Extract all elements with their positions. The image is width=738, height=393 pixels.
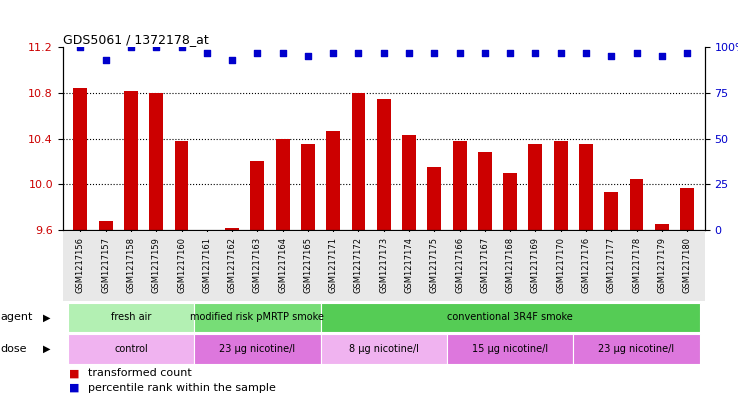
Point <box>100 57 111 63</box>
Bar <box>630 178 644 230</box>
Point <box>681 50 693 56</box>
Text: ▶: ▶ <box>43 344 50 354</box>
Point <box>75 44 86 50</box>
Point <box>429 50 441 56</box>
Text: GDS5061 / 1372178_at: GDS5061 / 1372178_at <box>63 33 208 46</box>
Text: 8 μg nicotine/l: 8 μg nicotine/l <box>349 344 418 354</box>
Text: GSM1217157: GSM1217157 <box>101 237 110 293</box>
Text: GSM1217176: GSM1217176 <box>582 237 590 294</box>
Point <box>504 50 516 56</box>
Bar <box>377 99 390 230</box>
Text: GSM1217165: GSM1217165 <box>303 237 312 293</box>
Point <box>580 50 592 56</box>
Text: 23 μg nicotine/l: 23 μg nicotine/l <box>599 344 675 354</box>
Bar <box>194 334 320 364</box>
Bar <box>149 93 163 230</box>
Text: modified risk pMRTP smoke: modified risk pMRTP smoke <box>190 312 324 322</box>
Bar <box>447 334 573 364</box>
Bar <box>604 192 618 230</box>
Text: GSM1217168: GSM1217168 <box>506 237 514 294</box>
Text: 15 μg nicotine/l: 15 μg nicotine/l <box>472 344 548 354</box>
Text: GSM1217167: GSM1217167 <box>480 237 489 294</box>
Text: GSM1217172: GSM1217172 <box>354 237 363 293</box>
Point <box>479 50 491 56</box>
Bar <box>175 141 188 230</box>
Text: ■: ■ <box>69 368 80 378</box>
Bar <box>225 228 239 230</box>
Text: agent: agent <box>1 312 33 322</box>
Point <box>277 50 289 56</box>
Text: GSM1217177: GSM1217177 <box>607 237 615 294</box>
Text: GSM1217180: GSM1217180 <box>683 237 692 293</box>
Text: GSM1217162: GSM1217162 <box>227 237 237 293</box>
Text: GSM1217163: GSM1217163 <box>253 237 262 294</box>
Bar <box>503 173 517 230</box>
Bar <box>427 167 441 230</box>
Bar <box>68 303 194 332</box>
Text: GSM1217160: GSM1217160 <box>177 237 186 293</box>
Bar <box>554 141 568 230</box>
Bar <box>124 90 138 230</box>
Point <box>378 50 390 56</box>
Text: GSM1217159: GSM1217159 <box>152 237 161 293</box>
Text: GSM1217164: GSM1217164 <box>278 237 287 293</box>
Text: transformed count: transformed count <box>89 368 192 378</box>
Text: GSM1217170: GSM1217170 <box>556 237 565 293</box>
Text: conventional 3R4F smoke: conventional 3R4F smoke <box>447 312 573 322</box>
Point <box>353 50 365 56</box>
Text: GSM1217166: GSM1217166 <box>455 237 464 294</box>
Text: fresh air: fresh air <box>111 312 151 322</box>
Text: GSM1217169: GSM1217169 <box>531 237 540 293</box>
Bar <box>301 144 315 230</box>
Text: GSM1217173: GSM1217173 <box>379 237 388 294</box>
Point <box>656 53 668 59</box>
Point <box>403 50 415 56</box>
Point <box>454 50 466 56</box>
Bar <box>573 334 700 364</box>
Point <box>631 50 643 56</box>
Text: GSM1217156: GSM1217156 <box>76 237 85 293</box>
Point <box>151 44 162 50</box>
Text: GSM1217174: GSM1217174 <box>404 237 413 293</box>
Point <box>327 50 339 56</box>
Bar <box>579 144 593 230</box>
Bar <box>68 334 194 364</box>
Point <box>530 50 542 56</box>
Point <box>201 50 213 56</box>
Point <box>302 53 314 59</box>
Bar <box>320 334 447 364</box>
Bar <box>452 141 466 230</box>
Point <box>226 57 238 63</box>
Point <box>176 44 187 50</box>
Bar <box>276 138 289 230</box>
Point <box>605 53 617 59</box>
Text: GSM1217179: GSM1217179 <box>658 237 666 293</box>
Text: control: control <box>114 344 148 354</box>
Point <box>252 50 263 56</box>
Bar <box>320 303 700 332</box>
Bar <box>250 162 264 230</box>
Bar <box>402 135 416 230</box>
Bar <box>680 187 694 230</box>
Bar <box>74 88 87 230</box>
Point <box>555 50 567 56</box>
Text: 23 μg nicotine/l: 23 μg nicotine/l <box>219 344 295 354</box>
Bar <box>99 221 113 230</box>
Bar <box>351 93 365 230</box>
Text: ■: ■ <box>69 383 80 393</box>
Text: GSM1217161: GSM1217161 <box>202 237 211 293</box>
Bar <box>478 152 492 230</box>
Text: GSM1217178: GSM1217178 <box>632 237 641 294</box>
Bar <box>655 224 669 230</box>
Text: ▶: ▶ <box>43 312 50 322</box>
Bar <box>528 144 542 230</box>
Bar <box>194 303 320 332</box>
Bar <box>326 130 340 230</box>
Text: GSM1217158: GSM1217158 <box>126 237 136 293</box>
Text: GSM1217171: GSM1217171 <box>328 237 338 293</box>
Text: dose: dose <box>1 344 27 354</box>
Point <box>125 44 137 50</box>
Text: GSM1217175: GSM1217175 <box>430 237 439 293</box>
Text: percentile rank within the sample: percentile rank within the sample <box>89 383 276 393</box>
